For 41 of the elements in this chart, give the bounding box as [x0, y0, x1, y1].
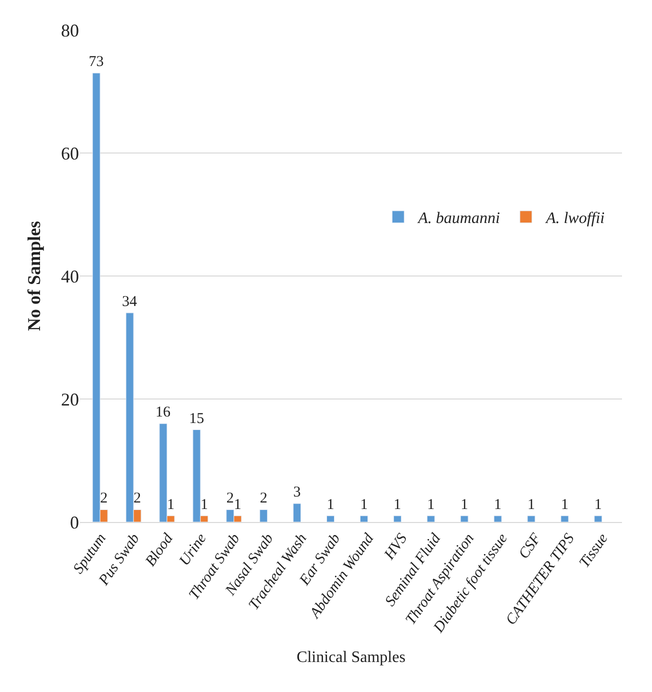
y-axis-title: No of Samples: [24, 220, 44, 332]
data-label: 2: [134, 490, 142, 507]
legend-label: A. lwoffii: [544, 210, 605, 228]
data-label: 1: [527, 496, 535, 513]
y-tick-label: 20: [61, 389, 79, 410]
bar: [293, 503, 302, 522]
bar: [393, 516, 402, 522]
data-label: 2: [260, 490, 268, 507]
y-tick-label: 80: [61, 20, 79, 40]
data-label: 1: [427, 496, 435, 513]
bar: [426, 516, 435, 522]
data-label: 1: [394, 496, 402, 513]
data-label: 1: [200, 496, 208, 513]
data-label: 3: [293, 484, 301, 501]
bar: [360, 516, 368, 522]
bar: [260, 509, 268, 522]
data-label: 1: [360, 496, 368, 513]
data-label: 1: [167, 496, 175, 513]
x-axis-title: Clinical Samples: [296, 649, 406, 666]
bar: [494, 516, 502, 522]
data-label: 1: [326, 496, 334, 513]
data-label: 2: [100, 490, 108, 507]
data-label: 1: [494, 496, 502, 513]
data-label: 1: [560, 496, 568, 513]
data-label: 1: [594, 496, 602, 513]
data-label: 1: [460, 496, 468, 513]
bar: [594, 516, 602, 522]
y-tick-label: 40: [61, 266, 79, 286]
data-label: 2: [226, 490, 234, 507]
data-label: 1: [234, 496, 242, 513]
data-label: 73: [88, 54, 104, 70]
y-tick-label: 60: [61, 143, 79, 164]
bar: [527, 516, 536, 522]
bar: [460, 516, 468, 522]
data-label: 16: [155, 404, 171, 421]
bar: [560, 516, 569, 522]
data-label: 34: [122, 294, 138, 310]
data-label: 15: [189, 410, 204, 427]
bar: [326, 516, 335, 522]
legend-label: A. baumanni: [417, 210, 500, 228]
y-tick-label: 0: [70, 512, 79, 532]
